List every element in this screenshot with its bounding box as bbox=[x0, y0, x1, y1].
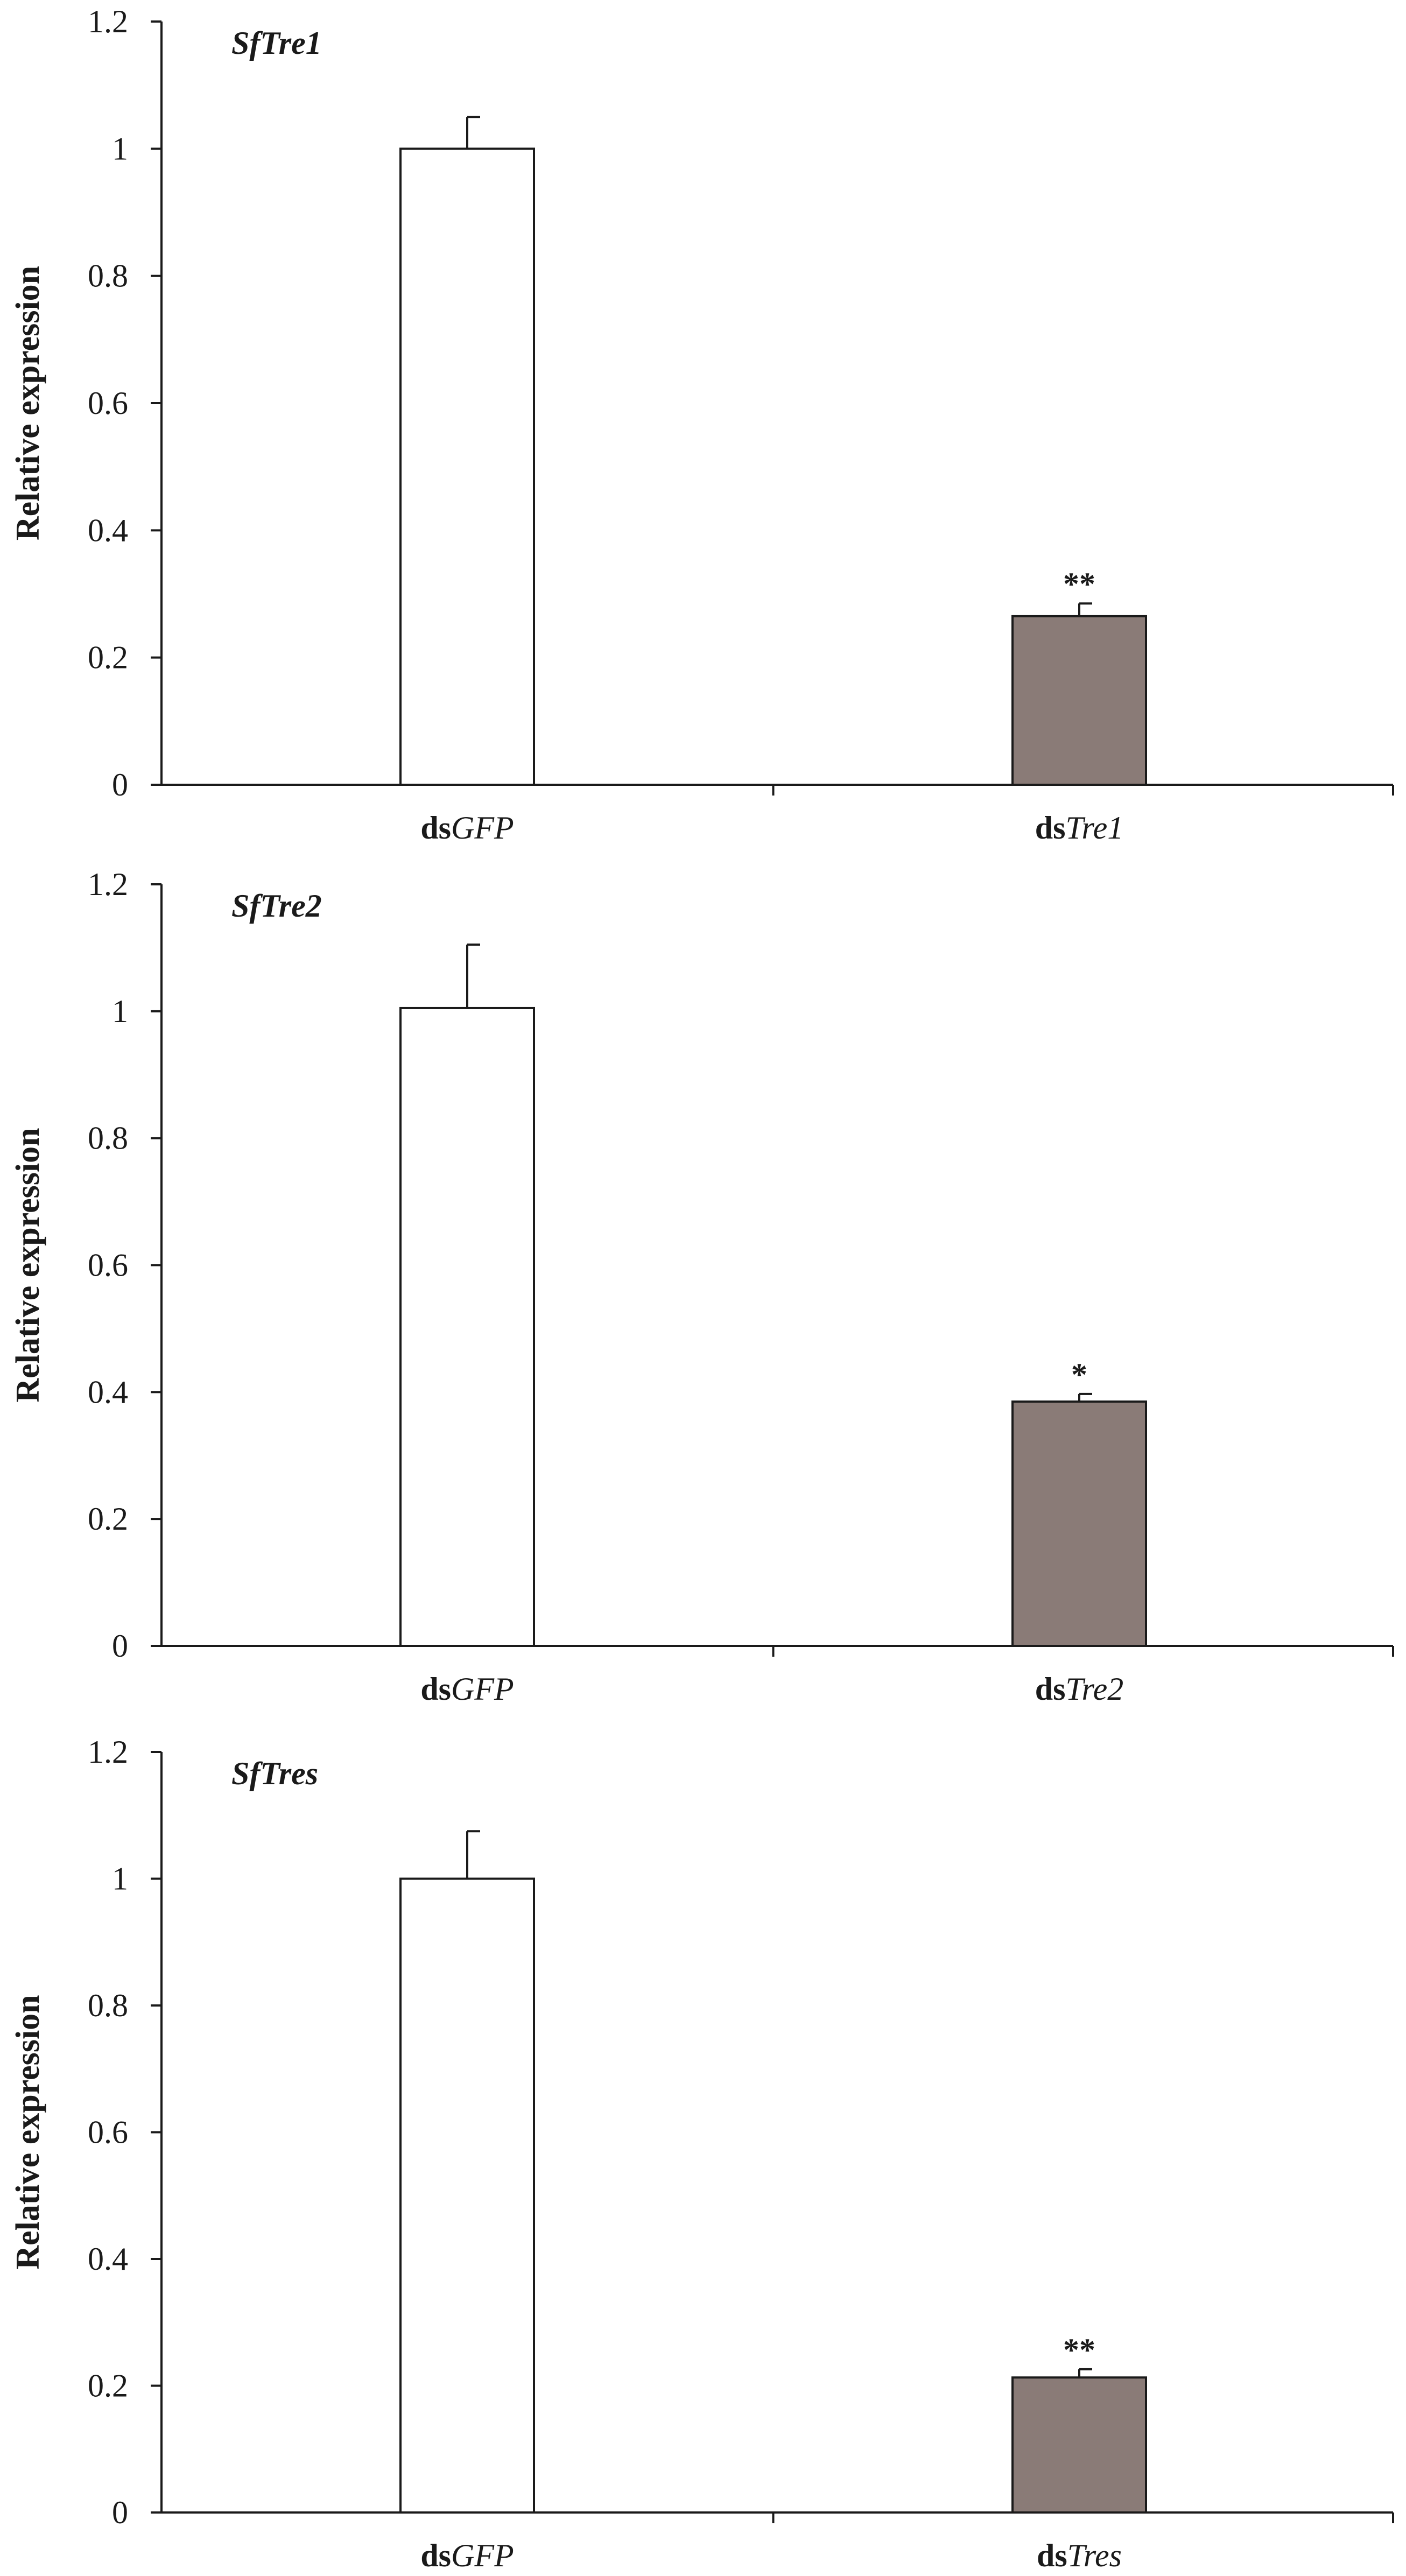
bar-treatment bbox=[1011, 615, 1147, 786]
chart-panel-2: 0 0.2 0.4 0.6 0.8 1 1.2 Relative expression SfTr… bbox=[10, 867, 1394, 1707]
category-gene: Tres bbox=[1067, 2538, 1122, 2573]
y-tick-label: 1 bbox=[112, 1861, 128, 1897]
y-tick-label: 0.6 bbox=[88, 2115, 128, 2150]
chart-title: SfTres bbox=[231, 1756, 318, 1791]
category-prefix: ds bbox=[1035, 1671, 1066, 1707]
y-axis-label: Relative expression bbox=[10, 266, 46, 540]
category-prefix: ds bbox=[1035, 810, 1066, 846]
significance-marker: ** bbox=[1063, 566, 1095, 602]
chart-panel-1: 0 0.2 0.4 0.6 0.8 1 1.2 Relative expression SfTr… bbox=[10, 4, 1394, 846]
category-prefix: ds bbox=[420, 1671, 451, 1707]
category-prefix: ds bbox=[420, 810, 451, 846]
y-tick-label: 0.8 bbox=[88, 1121, 128, 1156]
y-tick-label: 0.2 bbox=[88, 1501, 128, 1537]
category-prefix: ds bbox=[1037, 2538, 1067, 2573]
y-tick-label: 0 bbox=[112, 2495, 128, 2530]
category-gene: GFP bbox=[451, 810, 514, 846]
y-tick-label: 0 bbox=[112, 1628, 128, 1664]
category-gene: Tre1 bbox=[1065, 810, 1123, 846]
chart-title: SfTre1 bbox=[231, 25, 322, 61]
y-tick-label: 0.8 bbox=[88, 1988, 128, 2023]
x-tick-label: dsTre1 bbox=[1035, 810, 1124, 846]
y-axis-label: Relative expression bbox=[10, 1995, 46, 2269]
bar-treatment bbox=[1011, 2376, 1147, 2514]
bar-control bbox=[399, 1007, 535, 1647]
y-tick-label: 0.4 bbox=[88, 1374, 128, 1410]
bar-treatment bbox=[1011, 1400, 1147, 1647]
y-tick-label: 0.6 bbox=[88, 1248, 128, 1283]
significance-marker: * bbox=[1071, 1357, 1087, 1392]
x-tick-label: dsGFP bbox=[420, 810, 514, 846]
y-tick-label: 1.2 bbox=[88, 4, 128, 39]
x-tick-label: dsTre2 bbox=[1035, 1671, 1124, 1707]
y-tick-label: 1.2 bbox=[88, 867, 128, 902]
x-tick-label: dsTres bbox=[1037, 2538, 1122, 2573]
y-tick-label: 0.6 bbox=[88, 385, 128, 421]
bar-control bbox=[399, 1877, 535, 2514]
y-tick-label: 0.4 bbox=[88, 2241, 128, 2277]
category-gene: GFP bbox=[451, 1671, 514, 1707]
y-tick-label: 1.2 bbox=[88, 1734, 128, 1770]
y-tick-label: 1 bbox=[112, 994, 128, 1029]
category-gene: Tre2 bbox=[1065, 1671, 1123, 1707]
y-tick-label: 0 bbox=[112, 767, 128, 803]
chart-panel-3: 0 0.2 0.4 0.6 0.8 1 1.2 Relative expression SfTr… bbox=[10, 1734, 1394, 2573]
y-tick-label: 0.8 bbox=[88, 258, 128, 294]
y-axis-label: Relative expression bbox=[10, 1128, 46, 1402]
x-tick-label: dsGFP bbox=[420, 1671, 514, 1707]
chart-title: SfTre2 bbox=[231, 888, 322, 924]
significance-marker: ** bbox=[1063, 2332, 1095, 2368]
y-tick-label: 0.4 bbox=[88, 512, 128, 548]
category-prefix: ds bbox=[420, 2538, 451, 2573]
category-gene: GFP bbox=[451, 2538, 514, 2573]
y-tick-label: 0.2 bbox=[88, 640, 128, 675]
x-tick-label: dsGFP bbox=[420, 2538, 514, 2573]
bar-control bbox=[399, 147, 535, 786]
y-tick-label: 1 bbox=[112, 131, 128, 166]
y-tick-label: 0.2 bbox=[88, 2368, 128, 2404]
